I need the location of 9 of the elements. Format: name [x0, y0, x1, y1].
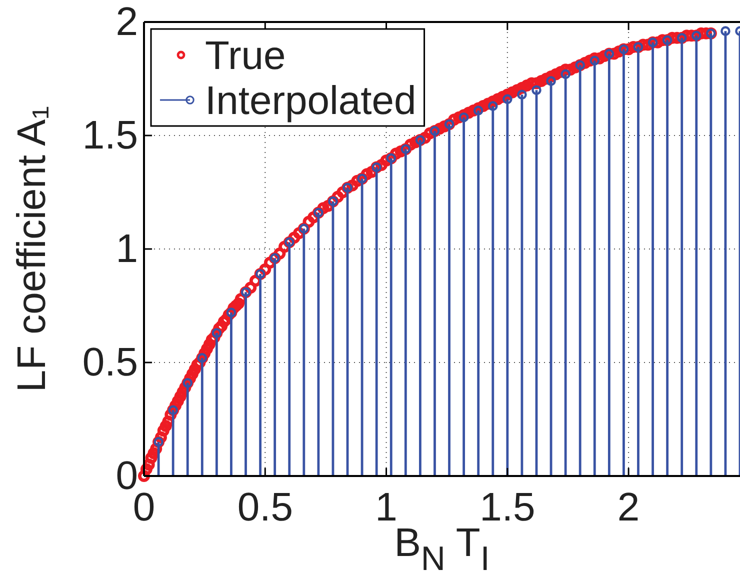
- x-tick-label: 2: [617, 485, 640, 530]
- y-tick-label: 1.5: [82, 113, 138, 158]
- y-axis-title: LF coefficient A₁: [10, 106, 54, 392]
- y-tick-label: 0.5: [82, 340, 138, 384]
- y-tick-label: 1: [116, 226, 138, 271]
- legend-label: Interpolated: [205, 79, 416, 123]
- x-tick-label: 0.5: [237, 485, 293, 530]
- legend-label: True: [205, 34, 286, 78]
- y-tick-label: 2: [116, 0, 138, 44]
